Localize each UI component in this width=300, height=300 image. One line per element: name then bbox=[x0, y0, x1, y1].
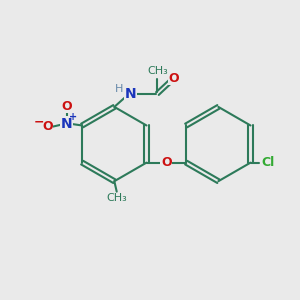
Text: Cl: Cl bbox=[261, 156, 274, 169]
Text: O: O bbox=[161, 156, 172, 169]
Text: CH₃: CH₃ bbox=[147, 66, 168, 76]
Text: +: + bbox=[69, 112, 77, 122]
Text: O: O bbox=[42, 121, 53, 134]
Text: CH₃: CH₃ bbox=[106, 194, 127, 203]
Text: O: O bbox=[61, 100, 72, 113]
Text: −: − bbox=[34, 115, 44, 128]
Text: N: N bbox=[61, 117, 73, 131]
Text: N: N bbox=[125, 86, 136, 100]
Text: H: H bbox=[115, 84, 124, 94]
Text: O: O bbox=[169, 72, 179, 85]
